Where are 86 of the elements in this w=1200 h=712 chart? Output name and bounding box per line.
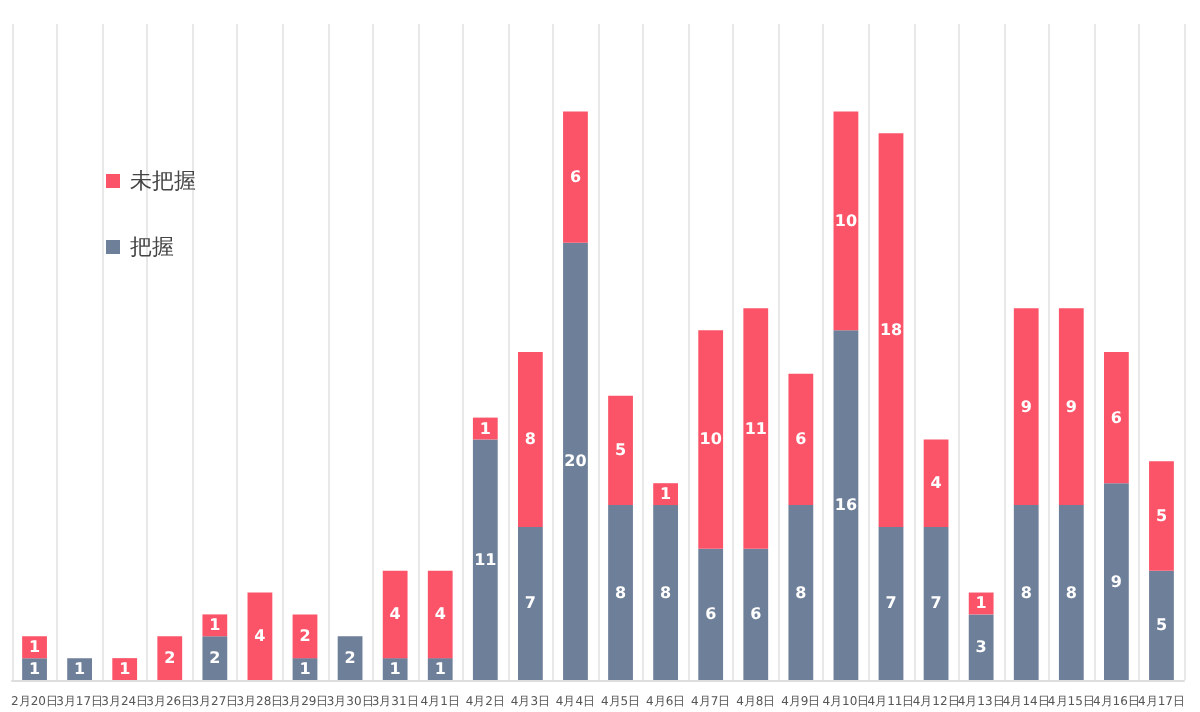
data-label: 1	[28, 660, 41, 679]
bar	[698, 330, 724, 549]
bar	[1103, 483, 1129, 680]
bar	[833, 330, 859, 680]
data-label: 2	[344, 649, 356, 668]
bar	[608, 505, 633, 680]
bar	[247, 592, 273, 680]
data-label: 9	[1110, 572, 1123, 591]
data-label: 1	[660, 485, 673, 504]
bar	[833, 111, 859, 331]
bar	[517, 352, 543, 527]
bar	[788, 505, 814, 680]
bar	[382, 658, 408, 680]
bar	[1013, 308, 1039, 506]
bar	[563, 111, 588, 243]
data-label: 1	[209, 616, 222, 635]
data-label: 4	[434, 605, 447, 624]
data-label: 5	[1155, 507, 1168, 525]
data-label: 8	[660, 583, 673, 602]
data-label: 1	[119, 660, 132, 679]
bar	[202, 636, 228, 680]
bar	[923, 526, 949, 680]
bar	[878, 526, 904, 680]
data-label: 6	[750, 605, 763, 624]
data-label: 10	[699, 430, 723, 449]
data-label: 1	[975, 594, 988, 613]
legend-label: 未把握	[130, 168, 196, 194]
data-label: 8	[795, 583, 808, 602]
data-label: 2	[209, 649, 221, 668]
bar	[1149, 570, 1174, 680]
bar	[1058, 308, 1084, 506]
bar	[1058, 505, 1084, 680]
bar	[968, 614, 994, 680]
bar	[517, 526, 543, 680]
bar	[743, 548, 769, 680]
bar	[923, 439, 949, 527]
bar	[878, 133, 904, 527]
bar	[743, 308, 769, 549]
data-label: 18	[879, 321, 903, 340]
bar	[653, 505, 679, 680]
data-label: 2	[164, 649, 176, 668]
data-label: 1	[389, 660, 402, 679]
data-label: 5	[1155, 616, 1168, 635]
data-label: 6	[705, 605, 718, 624]
data-label: 1	[299, 660, 312, 679]
bar	[1103, 352, 1129, 484]
bar	[472, 439, 498, 680]
bar	[698, 548, 724, 680]
data-label: 4	[254, 627, 267, 646]
legend-label: 把握	[130, 234, 174, 260]
bar	[202, 614, 228, 637]
data-label: 11	[744, 419, 768, 438]
bar	[382, 570, 408, 659]
data-label: 11	[474, 550, 498, 569]
data-label: 4	[389, 605, 402, 624]
data-label: 7	[524, 594, 536, 613]
bar	[112, 658, 138, 680]
bar	[427, 570, 453, 659]
data-label: 7	[930, 594, 942, 613]
data-label: 8	[1065, 583, 1078, 602]
data-label: 8	[524, 430, 537, 449]
data-label: 1	[434, 660, 447, 679]
data-label: 1	[74, 660, 87, 679]
data-label: 9	[1065, 397, 1078, 416]
data-label: 20	[564, 452, 588, 471]
data-label: 6	[1110, 408, 1123, 427]
bar	[563, 242, 588, 680]
data-label: 1	[479, 419, 492, 438]
bar	[788, 373, 814, 506]
data-label: 3	[975, 638, 987, 657]
data-label: 5	[614, 441, 627, 460]
data-label: 9	[1020, 397, 1033, 416]
data-label: 8	[1020, 583, 1033, 602]
data-label: 4	[930, 474, 943, 493]
data-label: 8	[614, 583, 627, 602]
data-label: 1	[28, 638, 41, 657]
data-label: 7	[885, 594, 897, 613]
data-label: 6	[569, 168, 582, 187]
data-label: 6	[795, 430, 808, 449]
bar	[1149, 461, 1174, 571]
bar	[1013, 505, 1039, 680]
bar	[157, 636, 183, 680]
data-label: 10	[834, 211, 858, 230]
bar	[608, 395, 633, 506]
data-label: 2	[299, 627, 311, 646]
data-label: 16	[834, 496, 858, 515]
